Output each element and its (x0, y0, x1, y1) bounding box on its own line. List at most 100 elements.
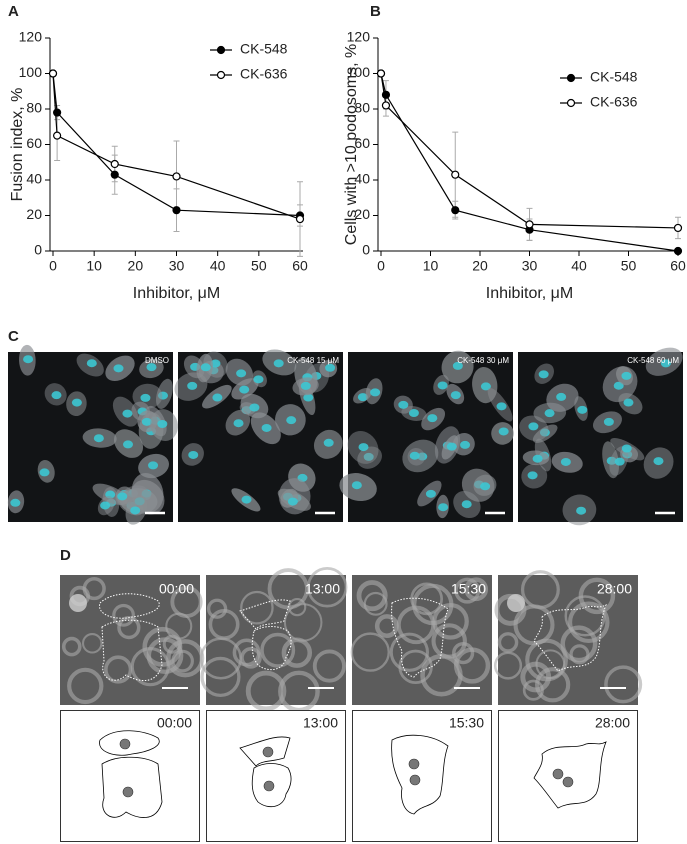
nucleus (325, 363, 336, 372)
x-tick-label: 60 (292, 258, 308, 274)
nucleus (100, 501, 111, 510)
nucleus (261, 423, 272, 432)
texture (525, 638, 568, 682)
nucleus (122, 409, 133, 418)
nucleus (303, 393, 314, 402)
legend-label: CK-636 (590, 94, 638, 110)
nucleus (86, 359, 97, 368)
nucleus (577, 405, 588, 414)
marker (381, 90, 391, 99)
legend-marker (566, 73, 576, 83)
micrograph: CK-548 60 μM (518, 347, 683, 526)
nucleus (273, 359, 284, 368)
texture (130, 647, 170, 687)
x-tick-label: 40 (571, 258, 587, 274)
nucleus (452, 361, 463, 370)
timelapse-frame: 13:00 (199, 566, 348, 713)
nucleus (210, 359, 221, 368)
bright-cell (69, 594, 87, 612)
schematic-frame: 28:00 (498, 710, 638, 842)
nucleus (417, 452, 428, 461)
nucleus (148, 461, 159, 470)
texture (312, 649, 346, 683)
marker (376, 69, 386, 78)
cell-outline (101, 619, 163, 681)
texture (281, 637, 313, 668)
cell-drawing (391, 734, 449, 815)
timestamp: 28:00 (597, 581, 632, 597)
nucleus (613, 381, 624, 390)
y-tick-label: 60 (26, 135, 42, 151)
nucleus (141, 417, 152, 426)
nucleus (461, 500, 472, 509)
nucleus (450, 391, 461, 400)
cell-drawing (101, 756, 163, 818)
nucleus (623, 398, 634, 407)
micrograph: CK-548 30 μM (339, 350, 514, 522)
nucleus (188, 450, 199, 459)
marker (525, 220, 534, 229)
nucleus (560, 457, 571, 466)
panel-letter: B (370, 3, 381, 20)
timestamp: 15:30 (449, 715, 484, 731)
texture (431, 623, 467, 659)
marker (53, 131, 62, 140)
x-tick-label: 30 (169, 258, 185, 274)
marker (673, 223, 683, 233)
nucleus (71, 398, 82, 407)
nucleus (621, 371, 632, 380)
texture (535, 667, 571, 703)
nucleus (117, 492, 128, 501)
nucleus (606, 456, 617, 465)
texture (389, 632, 429, 672)
nucleus (187, 381, 198, 390)
x-tick-label: 20 (128, 258, 144, 274)
nucleus-drawing (262, 746, 274, 758)
nucleus (212, 393, 223, 402)
marker (110, 170, 119, 179)
timestamp: 00:00 (157, 715, 192, 731)
micrograph-label: CK-548 15 μM (287, 356, 339, 365)
marker (295, 214, 305, 224)
timestamp: 00:00 (159, 581, 194, 597)
micrograph-label: DMSO (145, 356, 169, 365)
legend-label: CK-548 (240, 41, 288, 57)
nucleus (409, 451, 420, 460)
micrograph: CK-548 15 μM (174, 349, 343, 522)
nucleus (603, 417, 614, 426)
texture (350, 632, 390, 672)
nucleus (427, 414, 438, 423)
nucleus (480, 482, 491, 491)
nucleus (614, 457, 625, 466)
nucleus (233, 419, 244, 428)
nucleus (51, 391, 62, 400)
y-axis-label: Fusion index, % (9, 88, 26, 202)
nucleus (300, 381, 311, 390)
timelapse-frame: 28:00 (493, 570, 643, 705)
cell-drawing (533, 741, 607, 809)
nucleus (446, 442, 457, 451)
texture (245, 670, 287, 712)
panel-letter: C (8, 328, 19, 345)
nucleus (480, 382, 491, 391)
timestamp: 13:00 (305, 581, 340, 597)
legend-marker (566, 98, 576, 108)
texture (61, 636, 82, 657)
y-tick-label: 40 (26, 171, 42, 187)
texture (67, 667, 104, 705)
texture (497, 632, 519, 653)
legend-marker (216, 70, 226, 80)
cell-outline (533, 603, 607, 672)
nucleus (438, 503, 449, 512)
timestamp: 13:00 (303, 715, 338, 731)
texture (374, 614, 399, 639)
x-tick-label: 60 (670, 258, 686, 274)
timestamp: 15:30 (451, 581, 486, 597)
nucleus (236, 369, 247, 378)
y-tick-label: 80 (26, 100, 42, 116)
x-tick-label: 0 (49, 258, 57, 274)
nucleus (93, 434, 104, 443)
marker (172, 172, 181, 181)
nucleus (239, 385, 250, 394)
nucleus (437, 381, 448, 390)
